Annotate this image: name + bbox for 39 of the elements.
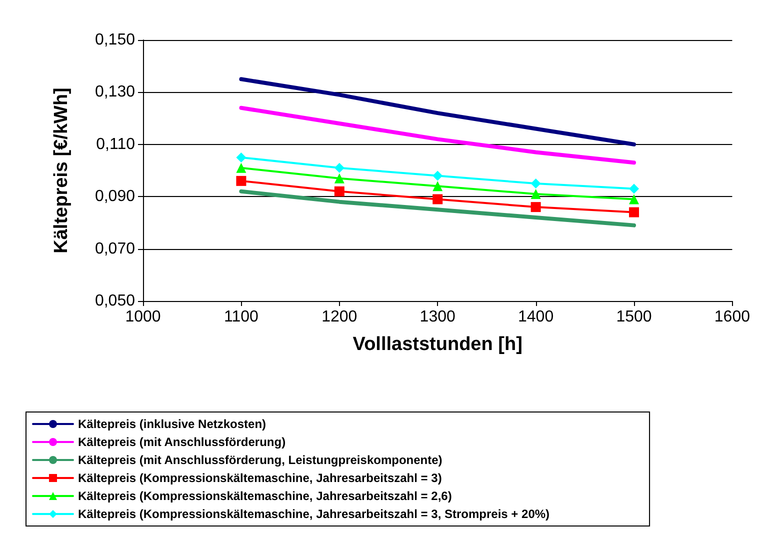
line-series	[239, 189, 636, 228]
line-series	[239, 106, 636, 165]
x-tick-label: 1400	[518, 308, 554, 326]
point	[629, 207, 640, 218]
y-tick-label: 0,050	[94, 292, 136, 310]
y-tick-label: 0,070	[94, 240, 136, 258]
point	[432, 181, 443, 192]
point	[629, 194, 640, 204]
point	[236, 152, 246, 162]
legend-label: Kältepreis (Kompressionskältemaschine, Jahresarbeitszahl = 2,6)	[78, 489, 452, 503]
point	[334, 162, 344, 173]
point	[432, 194, 443, 204]
legend-label: Kältepreis (mit Anschlussförderung)	[78, 435, 286, 449]
legend-label: Kältepreis (inklusive Netzkosten)	[78, 417, 266, 431]
x-tick-label: 1600	[714, 308, 750, 326]
point	[530, 188, 541, 199]
line-series	[239, 77, 636, 146]
x-tick-label: 1300	[420, 308, 456, 326]
point	[530, 202, 541, 212]
point	[432, 170, 443, 181]
point	[629, 184, 640, 194]
point	[334, 186, 344, 196]
y-tick-label: 0,130	[94, 84, 136, 101]
y-tick-label: 0,090	[94, 188, 136, 206]
x-tick-label: 1500	[616, 308, 652, 326]
x-tick-label: 1200	[322, 308, 358, 326]
point	[530, 178, 541, 189]
point	[334, 173, 344, 184]
legend-label: Kältepreis (mit Anschlussförderung, Leistungpreiskomponente)	[78, 453, 442, 467]
point	[236, 176, 246, 186]
legend-label: Kältepreis (Kompressionskältemaschine, Jahresarbeitszahl = 3, Strompreis + 20%)	[78, 507, 550, 521]
x-tick-label: 1000	[125, 308, 161, 326]
x-axis-title: Volllaststunden [h]	[352, 334, 522, 355]
legend-label: Kältepreis (Kompressionskältemaschine, Jahresarbeitszahl = 3)	[78, 471, 442, 485]
x-tick-label: 1100	[224, 308, 259, 326]
y-tick-label: 0,110	[96, 136, 136, 153]
point	[236, 162, 246, 173]
y-tick-label: 0,150	[94, 32, 136, 48]
y-axis-title: Kältepreis [€/kWh]	[51, 88, 72, 254]
